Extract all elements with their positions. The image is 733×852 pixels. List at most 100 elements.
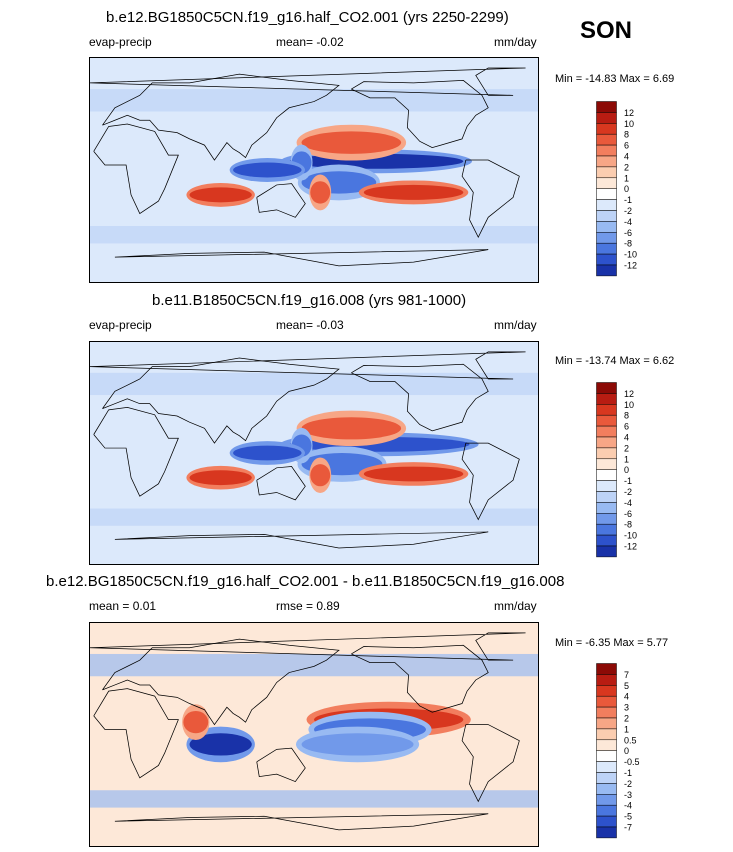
colorbar-tick-label: -4 bbox=[624, 801, 632, 811]
feature-indian-ocean-south bbox=[189, 187, 252, 203]
panel1-mean-label: mean= -0.02 bbox=[276, 35, 344, 49]
colorbar-tick-label: 6 bbox=[624, 141, 629, 151]
colorbar-tick-label: -0.5 bbox=[624, 757, 640, 767]
colorbar-swatch bbox=[596, 761, 617, 773]
colorbar-tick-label: -12 bbox=[624, 542, 637, 552]
panel2-title: b.e11.B1850C5CN.f19_g16.008 (yrs 981-100… bbox=[152, 292, 467, 309]
colorbar-tick-label: 3 bbox=[624, 703, 629, 713]
panel3-min-max: Min = -6.35 Max = 5.77 bbox=[555, 637, 669, 649]
panel3-mean-label: mean = 0.01 bbox=[89, 599, 157, 613]
colorbar-swatch bbox=[596, 166, 617, 179]
colorbar-tick-label: -8 bbox=[624, 520, 632, 530]
colorbar-tick-label: -2 bbox=[624, 779, 632, 789]
colorbar-tick-label: 12 bbox=[624, 108, 634, 118]
season-label: SON bbox=[580, 17, 633, 44]
colorbar-tick-label: 8 bbox=[624, 411, 629, 421]
band-south bbox=[90, 508, 538, 526]
coastline-6 bbox=[114, 249, 489, 267]
panel1-units-label: mm/day bbox=[494, 35, 537, 49]
panel2-variable-label: evap-precip bbox=[89, 318, 152, 332]
colorbar-tick-label: 7 bbox=[624, 670, 629, 680]
feature-maritime-continent bbox=[233, 445, 302, 461]
colorbar-swatch bbox=[596, 447, 617, 460]
colorbar-tick-label: 12 bbox=[624, 389, 634, 399]
panel1-map bbox=[89, 57, 539, 283]
colorbar-tick-label: 0 bbox=[624, 465, 629, 475]
feature-atlantic-south bbox=[310, 181, 331, 204]
coastline-1 bbox=[102, 638, 340, 726]
panel3-map bbox=[89, 622, 539, 847]
coastline-4 bbox=[256, 747, 306, 783]
band-south bbox=[90, 790, 538, 808]
colorbar-tick-label: -10 bbox=[624, 250, 637, 260]
coastline-0 bbox=[93, 123, 179, 215]
coastline-1 bbox=[102, 357, 340, 444]
colorbar-swatch bbox=[596, 674, 617, 686]
feature-maritime-continent bbox=[233, 162, 302, 178]
colorbar-swatch bbox=[596, 210, 617, 222]
coastline-3 bbox=[461, 724, 520, 803]
coastline-5 bbox=[90, 632, 526, 661]
coastlines bbox=[90, 351, 526, 549]
colorbar-tick-label: -1 bbox=[624, 768, 632, 778]
colorbar-swatch bbox=[596, 458, 617, 470]
colorbar-tick-label: 2 bbox=[624, 443, 629, 453]
panel3-units-label: mm/day bbox=[494, 599, 537, 613]
panel3-map-svg bbox=[90, 623, 538, 846]
colorbar-swatch bbox=[596, 112, 617, 124]
colorbar-tick-label: -3 bbox=[624, 790, 632, 800]
colorbar-swatch bbox=[596, 804, 617, 817]
panel1-variable-label: evap-precip bbox=[89, 35, 152, 49]
colorbar-swatch bbox=[596, 232, 617, 244]
coastline-3 bbox=[461, 442, 520, 521]
colorbar-tick-label: -1 bbox=[624, 476, 632, 486]
band-north bbox=[90, 372, 538, 396]
colorbar-swatch bbox=[596, 772, 617, 784]
colorbar-swatch bbox=[596, 177, 617, 189]
colorbar-tick-label: 4 bbox=[624, 152, 629, 162]
colorbar-tick-label: 8 bbox=[624, 130, 629, 140]
colorbar-tick-label: -1 bbox=[624, 195, 632, 205]
colorbar-swatch bbox=[596, 728, 617, 741]
coastline-6 bbox=[114, 813, 489, 831]
colorbar-swatch bbox=[596, 717, 617, 730]
colorbar-tick-label: 2 bbox=[624, 714, 629, 724]
colorbar-tick-label: -2 bbox=[624, 206, 632, 216]
colorbar-swatch bbox=[596, 221, 617, 233]
colorbar-swatch bbox=[596, 393, 617, 405]
colorbar-swatch bbox=[596, 545, 617, 558]
colorbar-swatch bbox=[596, 188, 617, 200]
coastline-5 bbox=[90, 67, 526, 96]
feature-pacific-south-negative bbox=[301, 733, 414, 756]
panel2-mean-label: mean= -0.03 bbox=[276, 318, 344, 332]
panel1-min-max: Min = -14.83 Max = 6.69 bbox=[555, 73, 675, 85]
panel1-map-svg bbox=[90, 58, 538, 282]
band-south bbox=[90, 226, 538, 244]
colorbar-swatch bbox=[596, 123, 617, 135]
colorbar-swatch bbox=[596, 404, 617, 416]
colorbar-swatch bbox=[596, 739, 617, 751]
colorbar-swatch bbox=[596, 794, 617, 806]
feature-indian-ocean-south bbox=[189, 470, 252, 486]
feature-atlantic-south bbox=[310, 464, 331, 487]
colorbar-swatch bbox=[596, 513, 617, 525]
coastline-0 bbox=[93, 688, 179, 779]
coastline-4 bbox=[256, 466, 306, 501]
colorbar-tick-label: 0.5 bbox=[624, 735, 637, 745]
colorbar-tick-label: 6 bbox=[624, 422, 629, 432]
panel3-rmse-label: rmse = 0.89 bbox=[276, 599, 340, 613]
colorbar-swatch bbox=[596, 491, 617, 503]
coastline-1 bbox=[102, 73, 340, 161]
coastline-0 bbox=[93, 406, 179, 497]
panel2-map-svg bbox=[90, 342, 538, 564]
colorbar-swatch bbox=[596, 414, 617, 427]
colorbar-swatch bbox=[596, 534, 617, 547]
colorbar-swatch bbox=[596, 783, 617, 795]
colorbar-tick-label: 10 bbox=[624, 400, 634, 410]
colorbar-swatch bbox=[596, 815, 617, 828]
colorbar-swatch bbox=[596, 133, 617, 146]
colorbar-swatch bbox=[596, 144, 617, 157]
